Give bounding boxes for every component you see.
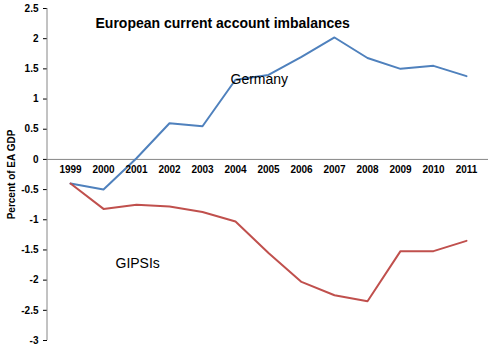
svg-text:1.5: 1.5 [25,63,39,74]
svg-text:-2.5: -2.5 [21,305,39,316]
svg-text:2003: 2003 [191,164,214,175]
svg-text:2006: 2006 [290,164,313,175]
svg-text:2002: 2002 [158,164,181,175]
svg-text:-1.5: -1.5 [21,244,39,255]
svg-text:1999: 1999 [59,164,82,175]
svg-text:1: 1 [33,93,39,104]
svg-text:2010: 2010 [422,164,445,175]
svg-text:2007: 2007 [323,164,346,175]
svg-text:2009: 2009 [389,164,412,175]
svg-text:0: 0 [33,154,39,165]
svg-text:0.5: 0.5 [25,123,39,134]
svg-text:-2: -2 [30,274,39,285]
svg-text:2008: 2008 [356,164,379,175]
svg-text:2: 2 [33,33,39,44]
svg-text:2.5: 2.5 [25,3,39,14]
svg-text:-1: -1 [30,214,39,225]
svg-text:-0.5: -0.5 [21,184,39,195]
svg-text:2001: 2001 [125,164,148,175]
svg-text:GIPSIs: GIPSIs [116,255,160,271]
svg-text:2004: 2004 [224,164,247,175]
svg-text:-3: -3 [30,335,39,346]
svg-text:Germany: Germany [231,71,289,87]
svg-text:2000: 2000 [92,164,115,175]
svg-text:Percent of EA GDP: Percent of EA GDP [6,129,17,219]
svg-text:2011: 2011 [456,164,478,175]
svg-text:2005: 2005 [257,164,280,175]
svg-text:European current account imbal: European current account imbalances [96,15,351,31]
